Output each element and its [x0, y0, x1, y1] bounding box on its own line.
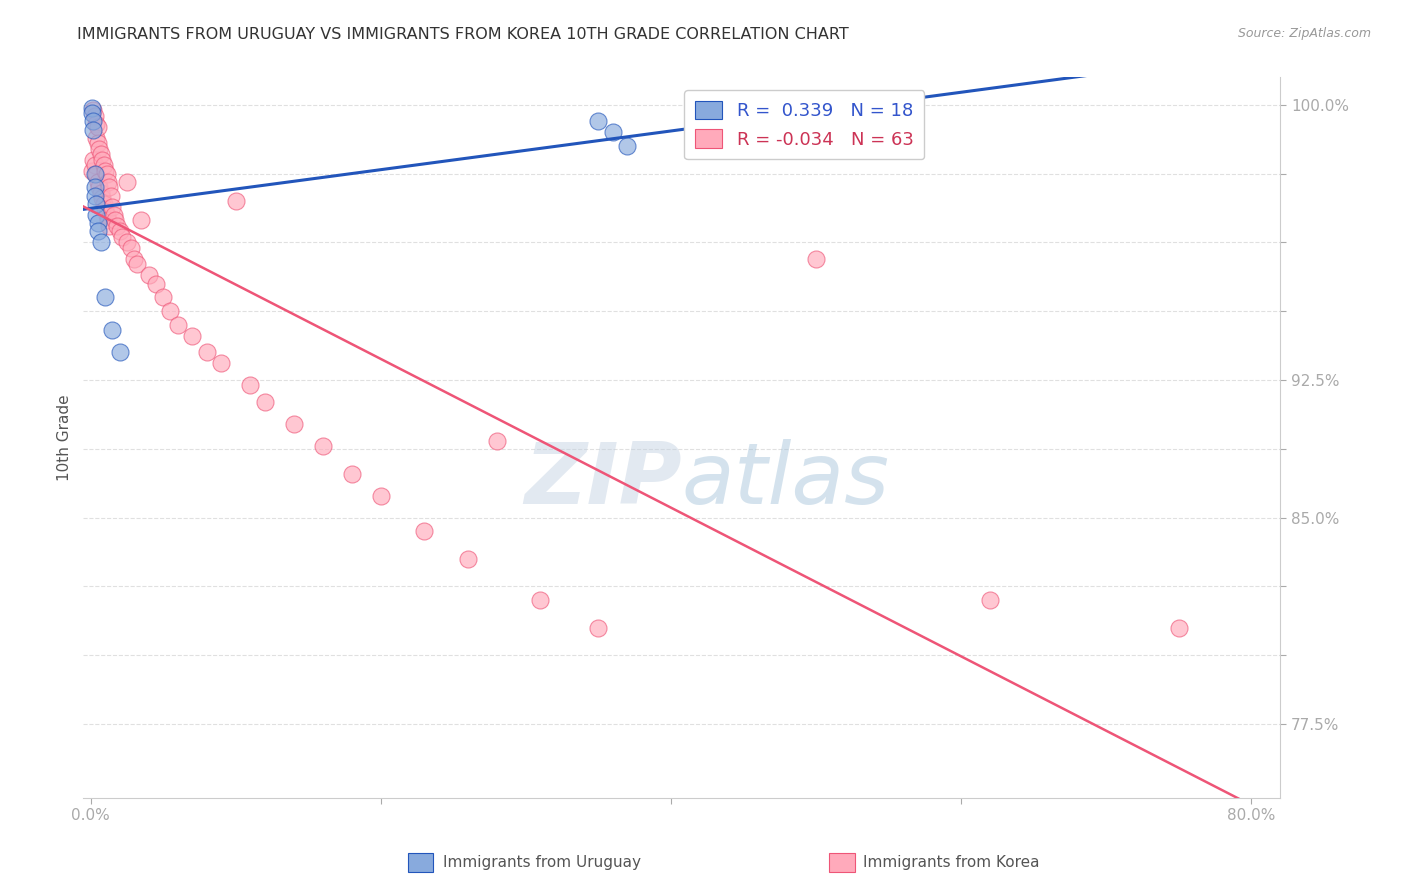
Point [89, 142, 111, 156]
Point [125, 257, 148, 271]
Point [80, 164, 103, 178]
Point [87, 224, 110, 238]
Point [98, 180, 121, 194]
Point [529, 593, 551, 607]
Text: IMMIGRANTS FROM URUGUAY VS IMMIGRANTS FROM KOREA 10TH GRADE CORRELATION CHART: IMMIGRANTS FROM URUGUAY VS IMMIGRANTS FR… [77, 27, 849, 42]
Point [83, 109, 105, 123]
Point [91, 153, 114, 167]
Point [90, 186, 112, 200]
Point [94, 164, 117, 178]
Legend: R =  0.339   N = 18, R = -0.034   N = 63: R = 0.339 N = 18, R = -0.034 N = 63 [685, 90, 924, 160]
Point [97, 213, 120, 227]
Point [115, 235, 138, 250]
Point [120, 241, 142, 255]
Point [804, 252, 827, 266]
Point [86, 131, 108, 145]
Point [86, 167, 108, 181]
Point [457, 551, 479, 566]
Point [96, 208, 118, 222]
Point [1167, 621, 1189, 635]
Point [239, 378, 262, 392]
Point [195, 345, 218, 359]
Point [96, 167, 118, 181]
Point [340, 467, 363, 481]
Point [181, 329, 204, 343]
Point [94, 290, 117, 304]
Point [100, 188, 122, 202]
Point [283, 417, 305, 431]
Point [115, 175, 138, 189]
Text: Source: ZipAtlas.com: Source: ZipAtlas.com [1237, 27, 1371, 40]
Point [90, 235, 112, 250]
Point [253, 395, 276, 409]
Point [97, 175, 120, 189]
Point [111, 230, 134, 244]
Point [979, 593, 1001, 607]
Text: Immigrants from Korea: Immigrants from Korea [863, 855, 1039, 870]
Point [602, 125, 624, 139]
Point [152, 290, 174, 304]
Point [485, 434, 508, 448]
Point [98, 219, 121, 233]
Point [108, 345, 131, 359]
Point [86, 197, 108, 211]
Point [312, 439, 335, 453]
Point [588, 621, 610, 635]
Text: Immigrants from Uruguay: Immigrants from Uruguay [443, 855, 641, 870]
Point [83, 158, 105, 172]
Point [82, 103, 104, 118]
Point [90, 147, 112, 161]
Point [89, 180, 111, 194]
Point [82, 153, 104, 167]
Text: atlas: atlas [682, 440, 890, 523]
Point [101, 323, 124, 337]
Point [86, 208, 108, 222]
Point [80, 101, 103, 115]
Point [82, 114, 104, 128]
Point [94, 202, 117, 217]
Point [225, 194, 247, 209]
Point [108, 224, 131, 238]
Y-axis label: 10th Grade: 10th Grade [58, 394, 72, 481]
Point [104, 213, 127, 227]
Point [93, 197, 115, 211]
Point [413, 524, 436, 539]
Point [145, 277, 167, 291]
Point [588, 114, 610, 128]
Point [87, 136, 110, 151]
Point [370, 489, 392, 503]
Point [80, 106, 103, 120]
Point [87, 120, 110, 134]
Point [103, 208, 125, 222]
Point [131, 213, 153, 227]
Point [138, 268, 160, 283]
Point [209, 356, 232, 370]
Point [83, 167, 105, 181]
Point [93, 158, 115, 172]
Point [87, 175, 110, 189]
Point [82, 122, 104, 136]
Point [122, 252, 145, 266]
Point [105, 219, 128, 233]
Point [83, 180, 105, 194]
Point [86, 117, 108, 131]
Text: ZIP: ZIP [524, 440, 682, 523]
Point [159, 304, 181, 318]
Point [87, 216, 110, 230]
Point [101, 200, 124, 214]
Point [83, 188, 105, 202]
Point [91, 191, 114, 205]
Point [166, 318, 188, 332]
Point [616, 139, 638, 153]
